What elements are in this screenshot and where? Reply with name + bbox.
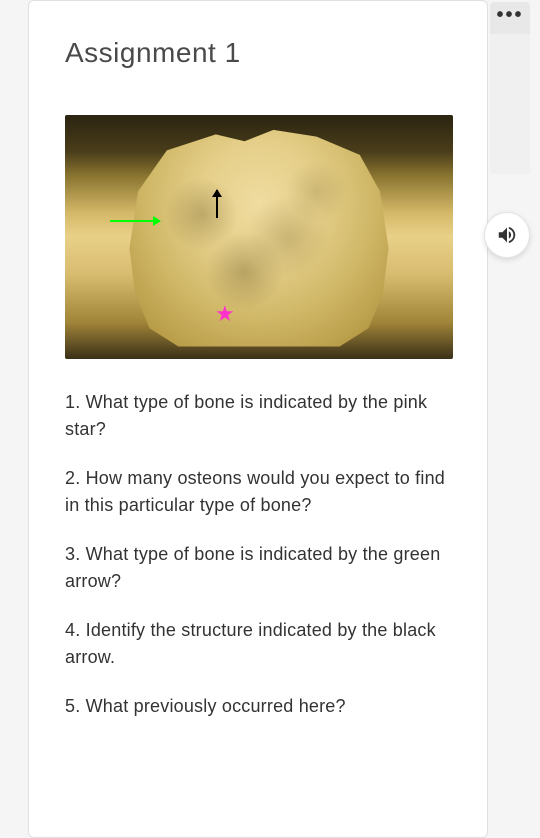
scrollbar-track[interactable]	[490, 34, 530, 174]
more-options-button[interactable]: •••	[490, 2, 530, 34]
green-arrow-annotation	[110, 220, 160, 222]
assignment-title: Assignment 1	[65, 37, 451, 69]
bone-shape	[115, 123, 403, 351]
more-dots-icon: •••	[496, 4, 523, 27]
question-4: 4. Identify the structure indicated by t…	[65, 617, 451, 671]
question-3: 3. What type of bone is indicated by the…	[65, 541, 451, 595]
speaker-icon	[496, 224, 518, 246]
question-1: 1. What type of bone is indicated by the…	[65, 389, 451, 443]
question-5: 5. What previously occurred here?	[65, 693, 451, 720]
audio-button[interactable]	[484, 212, 530, 258]
black-arrow-annotation	[216, 190, 218, 218]
assignment-card: Assignment 1 ★ 1. What type of bone is i…	[28, 0, 488, 838]
pink-star-annotation: ★	[215, 303, 235, 325]
bone-texture	[115, 123, 403, 351]
bone-image: ★	[65, 115, 453, 359]
question-2: 2. How many osteons would you expect to …	[65, 465, 451, 519]
